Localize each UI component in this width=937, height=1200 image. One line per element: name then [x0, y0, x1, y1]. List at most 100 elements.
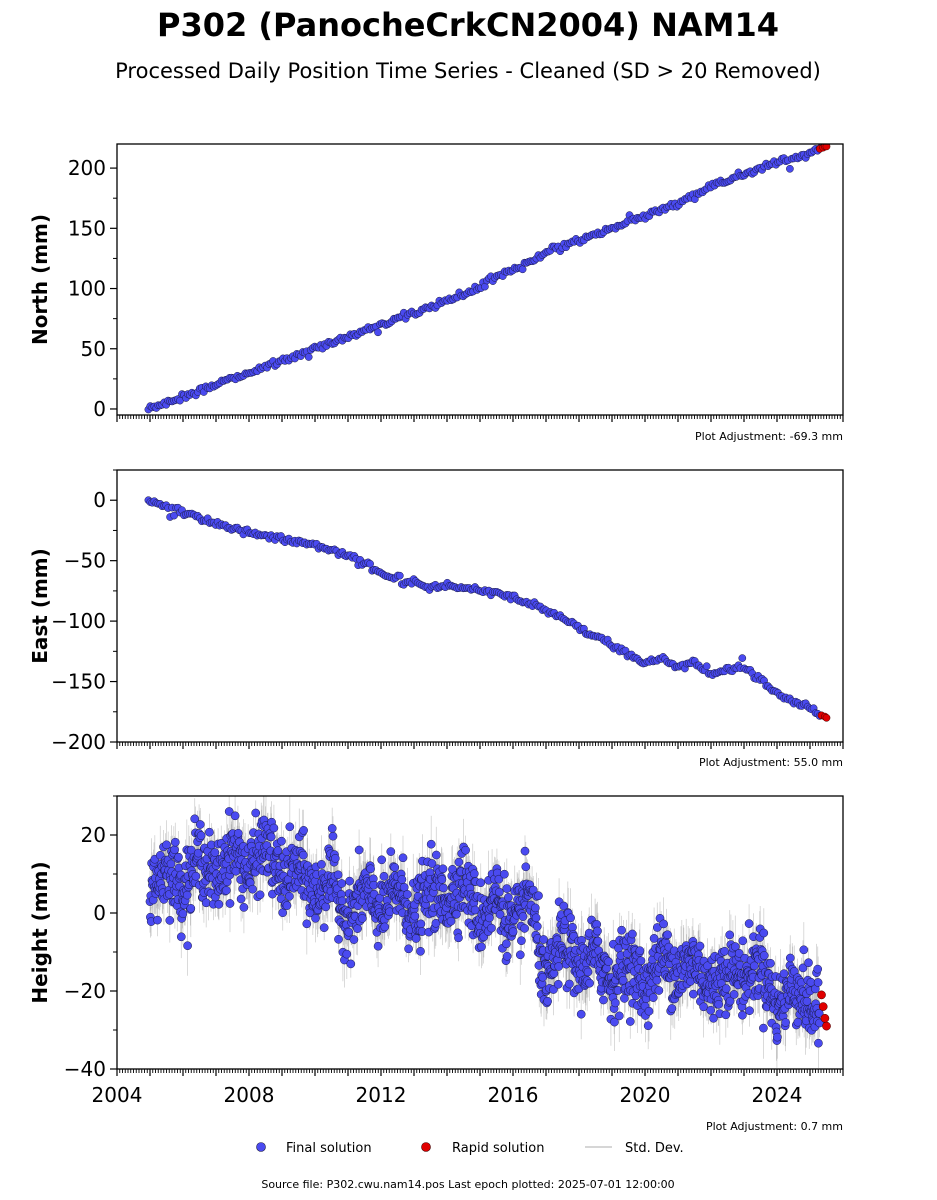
height-final-point [410, 911, 420, 921]
height-final-point [706, 1005, 716, 1015]
height-final-point [411, 934, 421, 943]
east-rapid-point [822, 713, 831, 722]
height-final-point [403, 890, 412, 899]
height-final-point [502, 939, 511, 949]
height-y-tick-label: 20 [81, 823, 106, 847]
height-plot-area [145, 796, 831, 1068]
height-final-point [182, 890, 192, 900]
height-final-point [729, 990, 739, 999]
height-final-point [804, 958, 813, 968]
height-final-point [183, 941, 192, 951]
height-final-point [502, 951, 512, 961]
north-panel: 0 50 100 150 200 North (mm) [28, 143, 844, 422]
height-final-point [531, 913, 541, 923]
height-final-point [695, 941, 705, 951]
east-y-tick-label: −150 [51, 670, 106, 694]
height-final-point [521, 862, 531, 872]
height-x-tick-label: 2020 [620, 1083, 671, 1107]
height-final-point [599, 995, 608, 1005]
figure-subtitle: Processed Daily Position Time Series - C… [115, 59, 821, 83]
height-final-point [553, 979, 563, 989]
north-y-tick-label: 100 [68, 277, 106, 301]
height-final-point [470, 905, 480, 915]
height-final-point [416, 946, 425, 956]
height-final-point [749, 961, 759, 971]
height-final-point [730, 942, 740, 951]
north-y-tick-label: 50 [81, 337, 106, 361]
height-final-point [659, 919, 668, 929]
height-final-point [610, 1017, 619, 1027]
height-x-axis: 2004 2008 2012 2016 2020 2024 [92, 1069, 844, 1107]
height-final-point [190, 814, 200, 824]
height-final-point [386, 847, 396, 856]
height-final-point [699, 1002, 708, 1012]
height-final-point [337, 896, 347, 906]
height-final-point [333, 870, 343, 880]
height-final-point [781, 1018, 790, 1027]
east-final-point [366, 559, 374, 568]
height-final-point [487, 923, 496, 933]
height-final-point [534, 891, 543, 901]
east-final-point [170, 511, 178, 520]
height-final-point [346, 959, 356, 969]
height-final-point [635, 946, 645, 956]
height-final-point [667, 1004, 677, 1013]
height-final-point [195, 820, 205, 829]
height-final-point [266, 832, 276, 842]
height-final-point [648, 993, 658, 1002]
north-final-point [374, 328, 382, 337]
height-final-point [353, 924, 362, 933]
height-final-point [520, 846, 530, 856]
height-final-point [273, 846, 283, 856]
height-final-point [225, 899, 235, 908]
height-final-point [439, 883, 448, 893]
height-final-point [330, 854, 340, 863]
height-final-point [354, 845, 364, 855]
height-rapid-point [817, 990, 826, 1000]
legend-std-label: Std. Dev. [625, 1141, 684, 1156]
height-final-point [426, 839, 436, 849]
height-final-point [745, 1006, 754, 1016]
height-final-point [617, 925, 626, 935]
height-final-points [145, 807, 824, 1048]
height-final-point [162, 840, 171, 850]
height-final-point [714, 999, 724, 1009]
height-final-point [239, 903, 249, 912]
height-final-point [344, 927, 354, 937]
height-rapid-point [822, 1021, 831, 1031]
east-final-point [395, 571, 404, 580]
height-final-point [269, 823, 279, 833]
north-y-axis: 0 50 100 150 200 [68, 156, 117, 421]
height-final-point [813, 964, 823, 974]
height-x-tick-label: 2008 [224, 1083, 275, 1107]
height-final-point [379, 871, 389, 881]
height-panel: 20 0 −20 −40 Height (mm) 2004 2008 2012 2016 2020… [28, 795, 844, 1107]
east-plot-area [144, 496, 831, 722]
height-final-point [520, 924, 529, 933]
height-final-point [277, 836, 286, 846]
height-final-point [214, 899, 224, 909]
height-final-point [644, 1006, 654, 1016]
north-y-axis-label: North (mm) [28, 214, 52, 345]
north-axes-frame [116, 143, 844, 416]
height-final-point [170, 845, 179, 855]
east-final-point [702, 662, 711, 671]
height-final-point [299, 826, 308, 835]
height-final-point [437, 875, 447, 884]
height-final-point [568, 922, 577, 932]
height-final-point [319, 923, 329, 933]
height-final-point [399, 882, 409, 892]
east-y-tick-label: 0 [93, 488, 106, 512]
height-final-point [738, 936, 748, 946]
height-final-point [397, 875, 407, 884]
height-final-point [610, 998, 620, 1008]
height-final-point [688, 989, 698, 999]
east-x-axis [116, 742, 844, 749]
height-final-point [438, 864, 448, 874]
height-final-point [278, 908, 288, 918]
height-final-point [431, 918, 441, 928]
height-final-point [477, 942, 486, 952]
height-final-point [233, 828, 243, 838]
height-final-point [539, 935, 548, 944]
